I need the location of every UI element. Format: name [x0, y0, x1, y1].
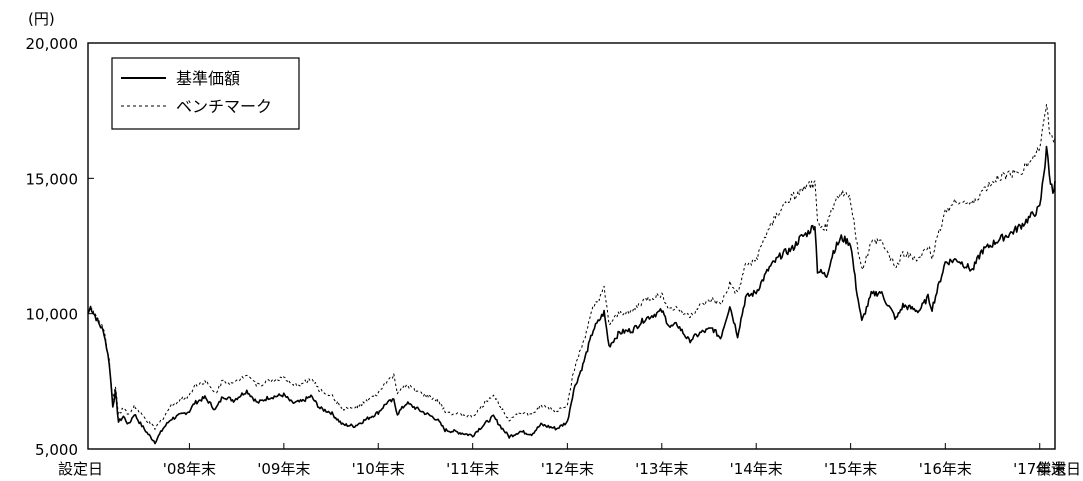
y-tick-label: 5,000 [35, 441, 78, 459]
y-axis: 5,000 10,000 15,000 20,000 [26, 35, 94, 459]
y-tick-label: 10,000 [26, 306, 79, 324]
x-axis: 設定日 '08年末 '09年末 '10年末 '11年末 '12年末 '13年末 '14年末 '1… [58, 443, 1081, 478]
x-tick-label: '16年末 [919, 460, 972, 478]
legend-label-benchmark: ベンチマーク [176, 97, 272, 116]
plot-frame [87, 42, 1056, 450]
x-tick-label: '10年末 [352, 460, 405, 478]
series-line-benchmark [87, 104, 1056, 430]
x-tick-label: 償還日 [1036, 460, 1081, 478]
x-tick-label: '14年末 [730, 460, 783, 478]
y-axis-unit-label: (円) [28, 10, 55, 28]
x-tick-label: '11年末 [446, 460, 499, 478]
x-tick-label: '13年末 [635, 460, 688, 478]
x-tick-label: '12年末 [541, 460, 594, 478]
x-tick-label: 設定日 [58, 460, 103, 478]
series-layer [87, 104, 1056, 445]
series-line-nav [87, 145, 1056, 445]
legend-box [111, 57, 300, 130]
y-tick-label: 20,000 [26, 35, 79, 53]
x-tick-label: '09年末 [257, 460, 310, 478]
x-tick-label: '15年末 [824, 460, 877, 478]
y-tick-label: 15,000 [26, 170, 79, 188]
legend: 基準価額 ベンチマーク [111, 57, 300, 130]
x-tick-label: '08年末 [163, 460, 216, 478]
legend-label-nav: 基準価額 [176, 69, 240, 88]
x-tick-label: '17年末 [1013, 460, 1066, 478]
